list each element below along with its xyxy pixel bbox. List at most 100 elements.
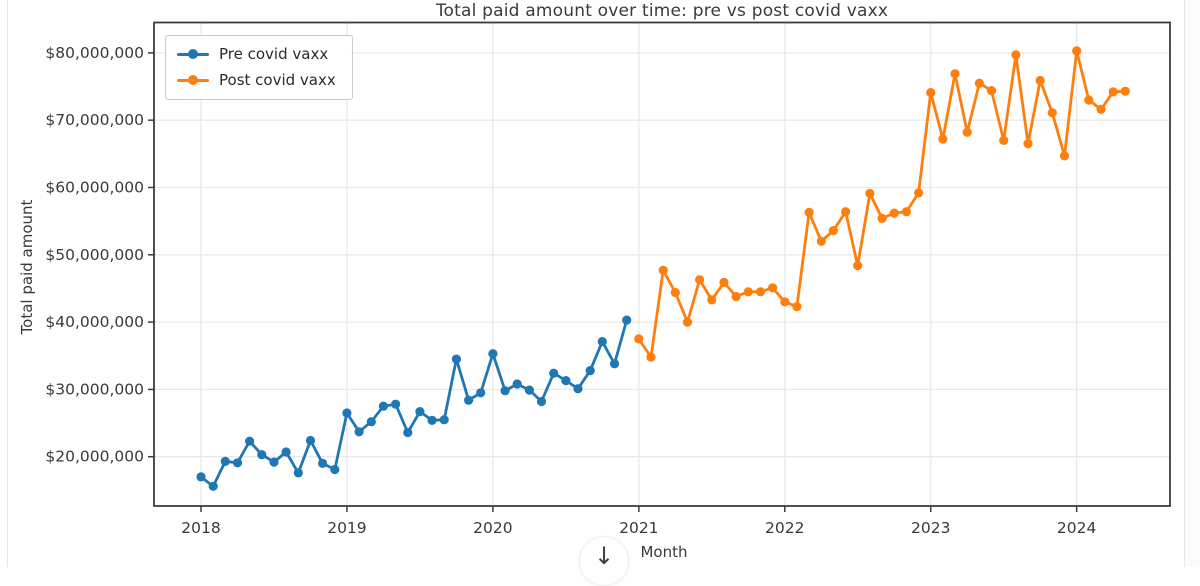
data-point-marker [1011, 50, 1021, 60]
data-point-marker [1072, 46, 1082, 56]
y-tick-label: $80,000,000 [45, 44, 144, 62]
legend: Pre covid vaxx Post covid vaxx [165, 35, 353, 100]
data-point-marker [804, 207, 814, 217]
data-point-marker [245, 436, 255, 446]
x-axis-label: Month [640, 543, 688, 561]
x-tick-label: 2021 [619, 519, 658, 537]
data-point-marker [962, 127, 972, 137]
data-point-marker [670, 287, 680, 298]
y-tick-label: $60,000,000 [45, 178, 144, 196]
data-point-marker [269, 457, 279, 467]
data-point-marker [257, 450, 267, 460]
x-tick-label: 2024 [1057, 519, 1096, 537]
data-point-marker [1035, 75, 1045, 86]
data-point-marker [792, 302, 802, 312]
down-arrow-icon: ↓ [593, 542, 615, 570]
y-tick-label: $40,000,000 [45, 313, 144, 331]
x-tick-label: 2018 [181, 519, 220, 537]
data-point-marker [622, 315, 632, 325]
line-chart: $20,000,000 $30,000,000 $40,000,000 $50,000… [45, 21, 1171, 537]
post-series-line [637, 49, 1127, 359]
data-point-marker [378, 401, 388, 411]
x-tick-label: 2020 [473, 519, 512, 537]
data-point-marker [1023, 139, 1033, 149]
data-point-marker [488, 349, 498, 359]
data-point-marker [1120, 86, 1130, 96]
legend-label-pre: Pre covid vaxx [219, 45, 329, 63]
data-point-marker [305, 435, 316, 446]
data-point-marker [719, 277, 729, 287]
data-point-marker [1059, 151, 1070, 161]
data-point-marker [281, 447, 291, 457]
data-point-marker [415, 407, 425, 417]
legend-item-pre: Pre covid vaxx [177, 45, 336, 63]
data-point-marker [682, 317, 693, 327]
data-point-marker [901, 207, 912, 217]
data-point-marker [330, 464, 340, 475]
data-point-marker [743, 287, 753, 297]
x-tick-label: 2022 [765, 519, 804, 537]
data-point-marker [196, 472, 206, 482]
data-point-marker [366, 417, 376, 427]
data-point-marker [354, 427, 364, 437]
data-point-marker [1096, 104, 1106, 114]
data-point-marker [427, 415, 437, 425]
scroll-down-button[interactable]: ↓ [579, 536, 629, 586]
chart-title: Total paid amount over time: pre vs post… [435, 1, 889, 21]
pre-series-line [199, 318, 629, 488]
y-tick-label: $70,000,000 [45, 111, 144, 129]
data-point-marker [597, 337, 607, 347]
data-point-marker [914, 188, 924, 198]
data-point-marker [1047, 108, 1057, 118]
data-point-marker [561, 376, 571, 386]
legend-item-post: Post covid vaxx [177, 71, 336, 89]
data-point-marker [451, 354, 461, 364]
post-series-swatch-icon [177, 75, 209, 85]
data-point-marker [828, 226, 839, 236]
data-point-marker [536, 396, 547, 407]
data-point-marker [439, 415, 449, 425]
data-point-marker [585, 366, 595, 376]
data-point-marker [1084, 95, 1094, 105]
pre-series-swatch-icon [177, 49, 209, 59]
data-point-marker [512, 379, 522, 389]
data-point-marker [573, 384, 583, 394]
data-point-marker [208, 481, 218, 491]
data-point-marker [780, 297, 790, 307]
left-border-line [7, 0, 8, 567]
y-tick-label: $50,000,000 [45, 246, 144, 264]
right-border-strip [1184, 0, 1200, 567]
x-tick-label: 2023 [911, 519, 950, 537]
data-point-marker [658, 265, 668, 275]
data-point-marker [293, 468, 303, 478]
data-point-marker [865, 188, 875, 199]
data-point-marker [500, 386, 510, 396]
y-tick-label: $30,000,000 [45, 380, 144, 398]
data-point-marker [950, 69, 960, 79]
data-point-marker [877, 213, 887, 223]
data-point-marker [853, 261, 863, 271]
data-point-marker [609, 359, 620, 369]
data-point-marker [634, 334, 644, 344]
data-point-marker [926, 88, 936, 98]
y-tick-label: $20,000,000 [45, 448, 144, 466]
data-point-marker [391, 399, 401, 409]
data-point-marker [816, 236, 826, 246]
data-point-marker [695, 275, 705, 285]
data-point-marker [220, 456, 230, 466]
data-point-marker [464, 395, 474, 405]
page-root: Total paid amount over time: pre vs post… [7, 0, 1200, 586]
plot-border [153, 21, 1171, 507]
data-point-marker [403, 427, 413, 438]
data-point-marker [646, 352, 656, 362]
data-point-marker [524, 385, 535, 395]
data-point-marker [974, 78, 985, 88]
data-point-marker [938, 134, 948, 144]
data-point-marker [549, 368, 559, 378]
data-point-marker [731, 291, 741, 302]
data-point-marker [755, 287, 766, 297]
x-tick-label: 2019 [327, 519, 366, 537]
data-point-marker [768, 283, 778, 293]
data-point-marker [889, 208, 899, 218]
data-point-marker [999, 135, 1009, 145]
